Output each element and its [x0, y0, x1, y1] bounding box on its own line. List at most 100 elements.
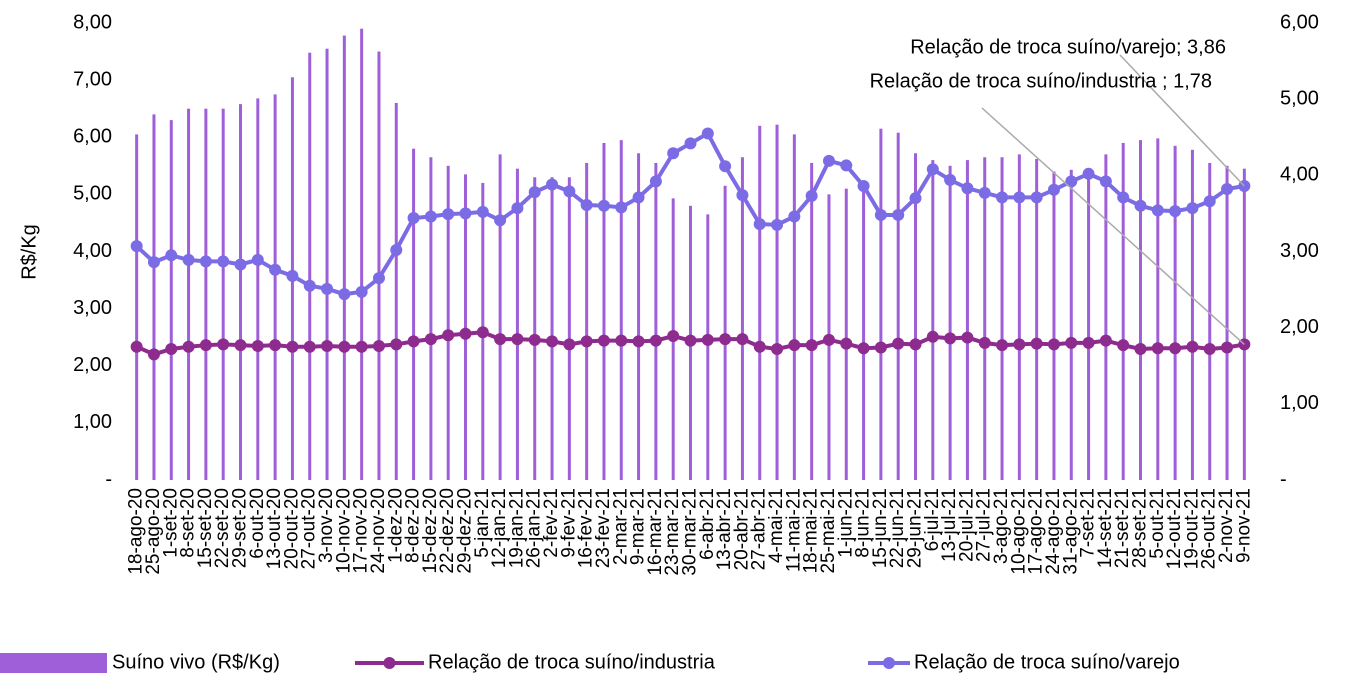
bar: [204, 108, 208, 480]
y-tick-label: 4,00: [73, 240, 112, 262]
x-tick-label: 21-set-21: [1112, 488, 1133, 568]
point: [961, 331, 974, 344]
point: [251, 339, 264, 352]
legend-marker: [883, 657, 895, 669]
bar: [585, 162, 589, 481]
point: [944, 173, 957, 186]
x-tick-label: 13-abr-21: [714, 488, 735, 570]
bar: [1017, 154, 1021, 480]
point: [667, 330, 680, 343]
y2-tick-label: 6,00: [1280, 11, 1319, 33]
y2-tick-label: 2,00: [1280, 316, 1319, 338]
point: [771, 342, 784, 355]
x-tick-label: 6-abr-21: [697, 488, 718, 560]
bar: [273, 94, 277, 480]
bar: [1104, 154, 1108, 480]
point: [407, 211, 420, 224]
point: [546, 178, 559, 191]
x-tick-label: 28-set-21: [1130, 488, 1151, 568]
bar: [948, 165, 952, 480]
point: [1117, 191, 1130, 204]
point: [494, 214, 507, 227]
bar: [637, 153, 641, 480]
legend-marker: [383, 657, 396, 669]
y-tick-label: 7,00: [73, 68, 112, 90]
point: [753, 218, 766, 231]
annotation: Relação de troca suíno/industria ; 1,78: [870, 70, 1212, 92]
point: [234, 258, 247, 271]
point: [719, 160, 732, 173]
x-tick-label: 8-dez-20: [403, 488, 424, 563]
x-tick-label: 6-out-20: [247, 488, 268, 559]
bar: [1121, 142, 1125, 480]
point: [615, 201, 628, 214]
point: [996, 339, 1009, 352]
point: [684, 137, 697, 150]
point: [961, 182, 974, 195]
point: [476, 326, 489, 339]
bar: [1000, 157, 1004, 480]
point: [1030, 337, 1043, 350]
point: [926, 330, 939, 343]
point: [1134, 342, 1147, 355]
point: [303, 340, 316, 353]
x-tick-label: 25-mai-21: [818, 488, 839, 574]
bar: [256, 98, 260, 480]
point: [1047, 183, 1060, 196]
x-tick-label: 3-ago-21: [991, 488, 1012, 564]
x-tick-label: 29-set-20: [230, 488, 251, 568]
point: [978, 336, 991, 349]
bar: [965, 160, 969, 480]
point: [632, 191, 645, 204]
point: [892, 337, 905, 350]
point: [1082, 336, 1095, 349]
bar: [498, 154, 502, 480]
point: [459, 327, 472, 340]
bar: [1139, 140, 1142, 480]
x-tick-label: 31-ago-21: [1060, 488, 1081, 575]
x-tick-label: 18-mai-21: [801, 488, 822, 574]
x-tick-label: 20-out-20: [281, 488, 302, 569]
x-tick-label: 4-mai-21: [766, 488, 787, 563]
point: [1030, 191, 1043, 204]
point: [667, 147, 680, 160]
point: [130, 240, 143, 253]
bar: [412, 148, 416, 481]
point: [996, 191, 1009, 204]
point: [182, 253, 195, 266]
legend-swatch: [0, 653, 107, 673]
x-tick-label: 12-out-21: [1164, 488, 1185, 569]
point: [390, 338, 403, 351]
point: [857, 342, 870, 355]
point: [424, 210, 437, 223]
bar: [706, 214, 710, 480]
bar: [135, 134, 139, 481]
point: [822, 154, 835, 167]
point: [580, 199, 593, 212]
bar: [983, 157, 987, 480]
point: [805, 339, 818, 352]
x-tick-label: 18-ago-20: [126, 488, 147, 575]
bar: [619, 140, 623, 480]
point: [1099, 334, 1112, 347]
point: [857, 179, 870, 192]
x-tick-label: 29-dez-20: [455, 488, 476, 574]
point: [1151, 204, 1164, 217]
point: [199, 255, 212, 268]
bar: [550, 177, 554, 481]
point: [892, 208, 905, 221]
point: [251, 253, 264, 266]
point: [476, 205, 489, 218]
bar: [1035, 158, 1039, 480]
bar: [775, 124, 779, 481]
point: [1169, 205, 1182, 218]
x-tick-label: 29-jun-21: [905, 488, 926, 568]
point: [874, 341, 887, 354]
point: [286, 269, 299, 282]
x-tick-label: 8-jun-21: [853, 488, 874, 558]
bar: [1156, 138, 1160, 480]
point: [805, 189, 818, 202]
x-tick-label: 23-fev-21: [593, 488, 614, 568]
